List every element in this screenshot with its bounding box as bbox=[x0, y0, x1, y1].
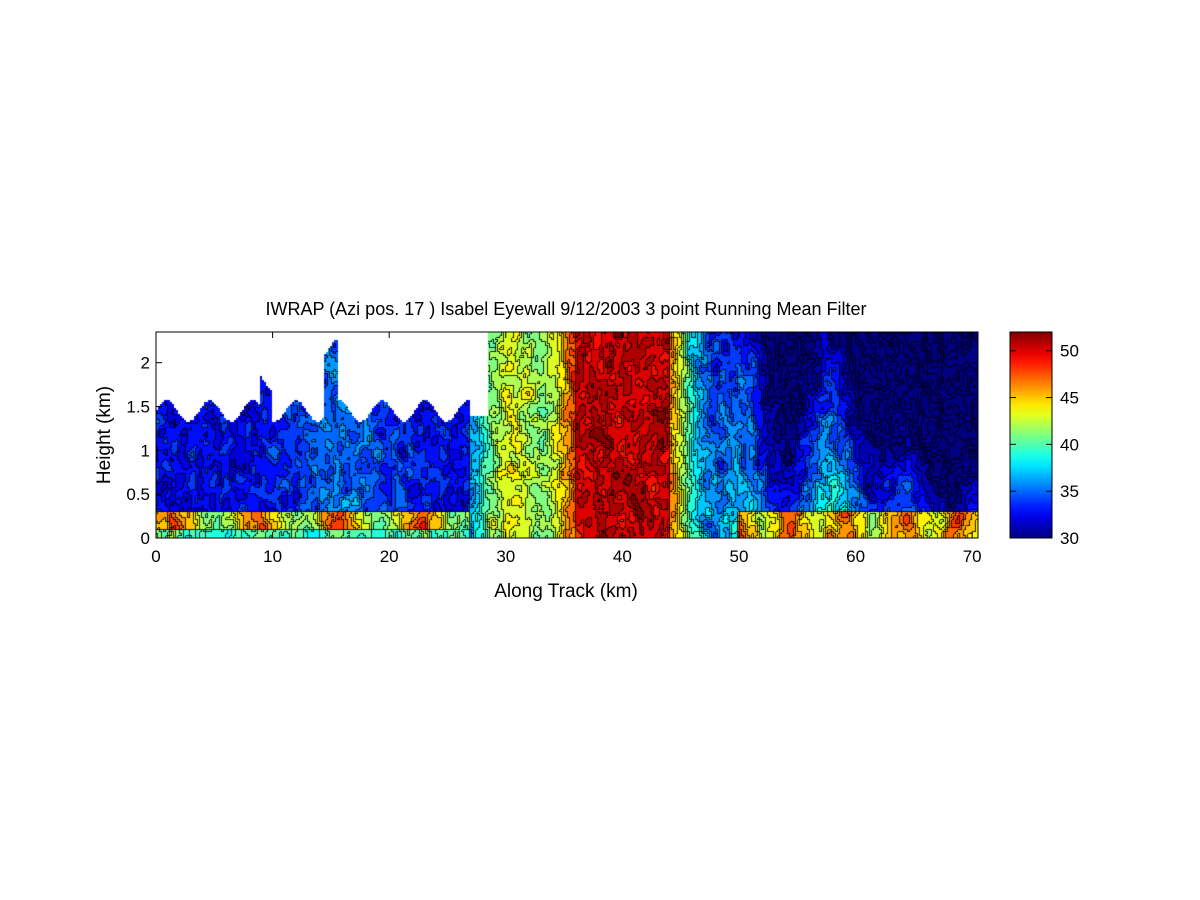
plot-area: 0 10 20 30 40 50 60 70 0 0.5 1 1.5 2 bbox=[126, 331, 982, 566]
y-tick-label: 2 bbox=[141, 354, 150, 373]
x-tick-label: 50 bbox=[730, 547, 749, 566]
colorbar-tick-label: 50 bbox=[1060, 342, 1079, 361]
colorbar-gradient bbox=[1010, 332, 1052, 538]
colorbar: 30 35 40 45 50 bbox=[1009, 331, 1079, 548]
x-tick-label: 10 bbox=[263, 547, 282, 566]
x-tick-label: 70 bbox=[963, 547, 982, 566]
colorbar-tick-label: 40 bbox=[1060, 435, 1079, 454]
x-tick-label: 40 bbox=[613, 547, 632, 566]
y-axis-label: Height (km) bbox=[94, 386, 115, 484]
plot-frame bbox=[155, 331, 979, 539]
y-tick-label: 1 bbox=[141, 441, 150, 460]
y-tick-label: 0 bbox=[141, 529, 150, 548]
colorbar-frame bbox=[1009, 331, 1053, 539]
x-tick-label: 20 bbox=[380, 547, 399, 566]
y-tick-label: 1.5 bbox=[126, 398, 150, 417]
chart-title: IWRAP (Azi pos. 17 ) Isabel Eyewall 9/12… bbox=[266, 299, 867, 319]
colorbar-ticks: 30 35 40 45 50 bbox=[1010, 342, 1079, 548]
x-tick-label: 0 bbox=[151, 547, 160, 566]
y-tick-label: 0.5 bbox=[126, 485, 150, 504]
x-axis-ticks: 0 10 20 30 40 50 60 70 bbox=[151, 332, 982, 566]
y-axis-ticks: 0 0.5 1 1.5 2 bbox=[126, 354, 978, 548]
colorbar-tick-label: 30 bbox=[1060, 529, 1079, 548]
colorbar-tick-label: 35 bbox=[1060, 482, 1079, 501]
x-axis-label: Along Track (km) bbox=[494, 581, 638, 602]
x-tick-label: 30 bbox=[496, 547, 515, 566]
heatmap-image bbox=[156, 332, 978, 538]
x-tick-label: 60 bbox=[846, 547, 865, 566]
colorbar-tick-label: 45 bbox=[1060, 389, 1079, 408]
